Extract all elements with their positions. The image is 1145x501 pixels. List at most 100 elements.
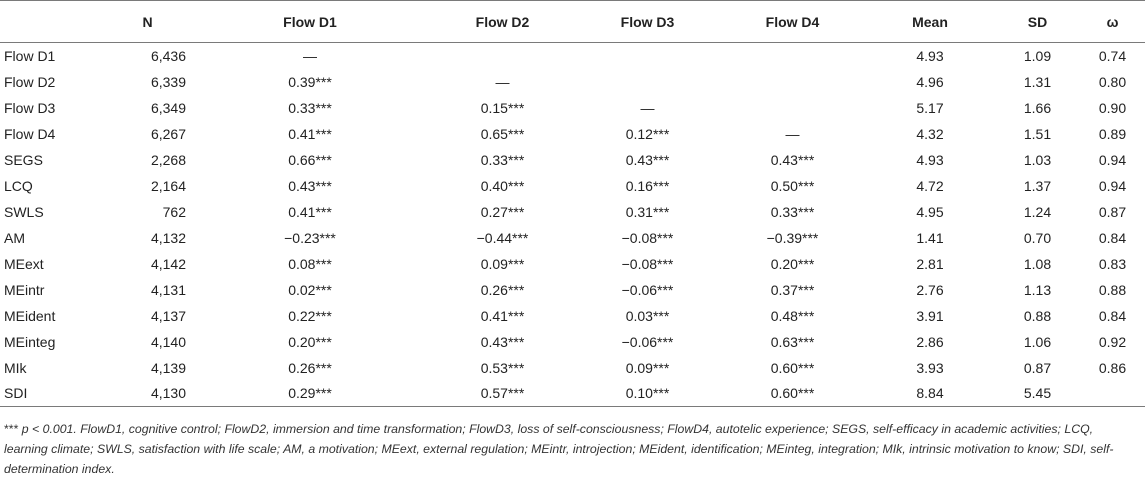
table-cell: [575, 43, 720, 69]
footnote-significance-marker: ***: [4, 422, 19, 436]
table-cell: 0.86: [1098, 359, 1127, 376]
table-cell: 0.27***: [480, 203, 525, 220]
table-cell: 0.03***: [625, 307, 670, 324]
row-label: AM: [4, 229, 25, 246]
table-cell: 0.43***: [625, 151, 670, 168]
table-cell: 1.24: [1023, 203, 1052, 220]
row-label: Flow D2: [4, 73, 56, 90]
table-cell: 0.74: [1098, 47, 1127, 64]
table-cell-n: 2,164: [150, 177, 186, 194]
column-header-5: Flow D4: [720, 0, 865, 43]
table-cell: 1.37: [1023, 177, 1052, 194]
row-label: SWLS: [4, 203, 44, 220]
table-cell: [430, 43, 575, 69]
table-cell: 0.09***: [480, 255, 525, 272]
table-cell-n: 6,436: [150, 47, 186, 64]
table-cell: 0.37***: [770, 281, 815, 298]
table-row: AM 4,132 −0.23*** −0.44*** −0.08*** −0.39*** 1…: [0, 225, 1145, 251]
table-body: Flow D1 6,436 — 4.93 1.09 0.74 Flow D2 6,339 0.3…: [0, 43, 1145, 407]
table-cell-n: 4,140: [150, 333, 186, 350]
table-cell: 1.06: [1023, 333, 1052, 350]
table-row: MEident 4,137 0.22*** 0.41*** 0.03*** 0.48***…: [0, 303, 1145, 329]
table-cell: [575, 69, 720, 95]
row-label: MIk: [4, 359, 27, 376]
table-cell: 0.43***: [288, 177, 332, 194]
column-header-7: SD: [995, 0, 1080, 43]
table-cell: 0.39***: [288, 73, 332, 90]
table-cell: 1.13: [1023, 281, 1052, 298]
table-cell: 0.57***: [430, 380, 575, 407]
column-header-3: Flow D2: [430, 0, 575, 43]
table-cell: 1.41: [916, 229, 944, 246]
table-cell: 1.08: [1023, 255, 1052, 272]
table-cell: 0.08***: [288, 255, 332, 272]
table-cell: 0.12***: [625, 125, 670, 142]
table-cell: 4.95: [916, 203, 944, 220]
table-cell: 0.94: [1098, 177, 1127, 194]
table-row: LCQ 2,164 0.43*** 0.40*** 0.16*** 0.50*** 4.72…: [0, 173, 1145, 199]
table-cell: 4.96: [916, 73, 944, 90]
table-cell-n: 762: [162, 203, 186, 220]
table-cell: 0.33***: [480, 151, 525, 168]
table-cell-n: 4,142: [150, 255, 186, 272]
table-cell: 0.41***: [288, 203, 332, 220]
table-row: Flow D3 6,349 0.33*** 0.15*** — 5.17 1.66 0.90: [0, 95, 1145, 121]
table-cell: 0.33***: [288, 99, 332, 116]
table-cell: 0.16***: [625, 177, 670, 194]
table-cell: −0.06***: [621, 333, 674, 350]
table-cell: 0.66***: [288, 151, 332, 168]
table-row: Flow D1 6,436 — 4.93 1.09 0.74: [0, 43, 1145, 69]
table-cell: [720, 43, 865, 69]
table-cell: −0.39***: [766, 229, 819, 246]
table-cell: 0.22***: [288, 307, 332, 324]
table-cell: [720, 69, 865, 95]
table-cell-n: 4,130: [105, 380, 190, 407]
table-footnote: *** p < 0.001. FlowD1, cognitive control…: [4, 419, 1139, 479]
table-cell: 0.48***: [770, 307, 815, 324]
column-header-2: Flow D1: [190, 0, 430, 43]
table-cell: 0.31***: [625, 203, 670, 220]
table-cell-n: 6,339: [150, 73, 186, 90]
row-label: SDI: [0, 380, 105, 407]
table-cell: 0.15***: [480, 99, 525, 116]
table-cell: −0.08***: [621, 255, 674, 272]
table-row: Flow D2 6,339 0.39*** — 4.96 1.31 0.80: [0, 69, 1145, 95]
table-cell: —: [640, 99, 655, 116]
table-cell: −0.08***: [621, 229, 674, 246]
table-cell: 2.76: [916, 281, 944, 298]
table-row: MEext 4,142 0.08*** 0.09*** −0.08*** 0.20*** 2…: [0, 251, 1145, 277]
table-cell: 0.60***: [720, 380, 865, 407]
table-cell: 0.09***: [625, 359, 670, 376]
table-cell: 0.87: [1023, 359, 1052, 376]
column-header-6: Mean: [865, 0, 995, 43]
table-cell: 2.86: [916, 333, 944, 350]
table-row: MEinteg 4,140 0.20*** 0.43*** −0.06*** 0.63**…: [0, 329, 1145, 355]
table-cell: 4.32: [916, 125, 944, 142]
table-cell: 0.84: [1098, 307, 1127, 324]
table-cell-n: 4,137: [150, 307, 186, 324]
table-cell: 0.20***: [770, 255, 815, 272]
table-cell: 4.72: [916, 177, 944, 194]
table-cell: 0.70: [1023, 229, 1052, 246]
table-cell: 0.26***: [288, 359, 332, 376]
table-cell: 0.84: [1098, 229, 1127, 246]
table-cell: 0.41***: [288, 125, 332, 142]
table-cell: 0.29***: [190, 380, 430, 407]
table-cell: 0.83: [1098, 255, 1127, 272]
row-label: MEintr: [4, 281, 45, 298]
row-label: Flow D3: [4, 99, 56, 116]
table-cell: 0.94: [1098, 151, 1127, 168]
table-cell: 0.53***: [480, 359, 525, 376]
table-cell: 5.45: [995, 380, 1080, 407]
table-row: MIk 4,139 0.26*** 0.53*** 0.09*** 0.60*** 3.93…: [0, 355, 1145, 381]
table-cell: 3.93: [916, 359, 944, 376]
table-cell: 5.17: [916, 99, 944, 116]
column-header-4: Flow D3: [575, 0, 720, 43]
table-cell: 0.89: [1098, 125, 1127, 142]
table-cell: 0.20***: [288, 333, 332, 350]
table-cell: 8.84: [865, 380, 995, 407]
row-label: MEinteg: [4, 333, 56, 350]
table-row: SDI 4,130 0.29*** 0.57*** 0.10*** 0.60*** 8.84…: [0, 380, 1145, 407]
table-cell-n: 6,349: [150, 99, 186, 116]
table-row: MEintr 4,131 0.02*** 0.26*** −0.06*** 0.37***…: [0, 277, 1145, 303]
